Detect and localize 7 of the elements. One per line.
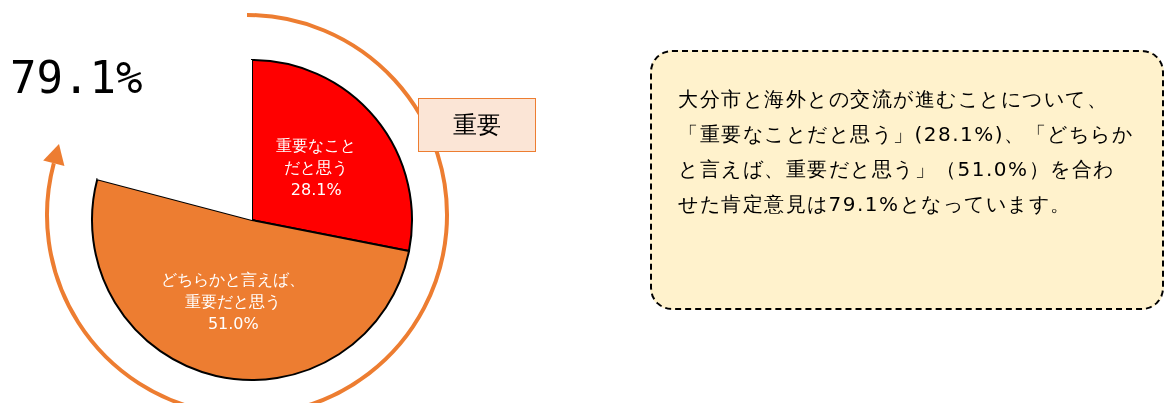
text: 重要 xyxy=(418,98,536,152)
data-label: 51.0% xyxy=(207,313,259,333)
data-label: 28.1% xyxy=(290,179,342,199)
slice-label: 重要なことだと思う xyxy=(276,135,357,177)
slice-label: どちらかと言えば、重要だと思う xyxy=(161,269,306,311)
text: 79.1% xyxy=(10,52,143,103)
text: 大分市と海外との交流が進むことについて、「重要なことだと思う」(28.1%)、「どちらかと言えば、重要だと思う」（51.0%）を合わせた肯定意見は79.1%となっています。 xyxy=(650,50,1164,310)
